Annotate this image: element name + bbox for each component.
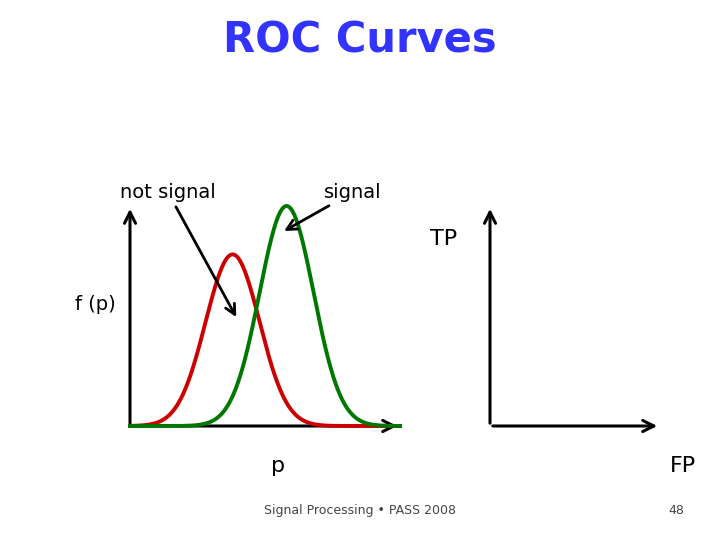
Text: TP: TP (430, 229, 457, 249)
Text: f (p): f (p) (75, 295, 116, 314)
Text: not signal: not signal (120, 183, 235, 314)
Text: 48: 48 (668, 504, 684, 517)
Text: p: p (271, 456, 286, 476)
Text: Signal Processing • PASS 2008: Signal Processing • PASS 2008 (264, 504, 456, 517)
Text: signal: signal (287, 183, 382, 230)
Text: FP: FP (670, 456, 696, 476)
Text: ROC Curves: ROC Curves (223, 20, 497, 62)
